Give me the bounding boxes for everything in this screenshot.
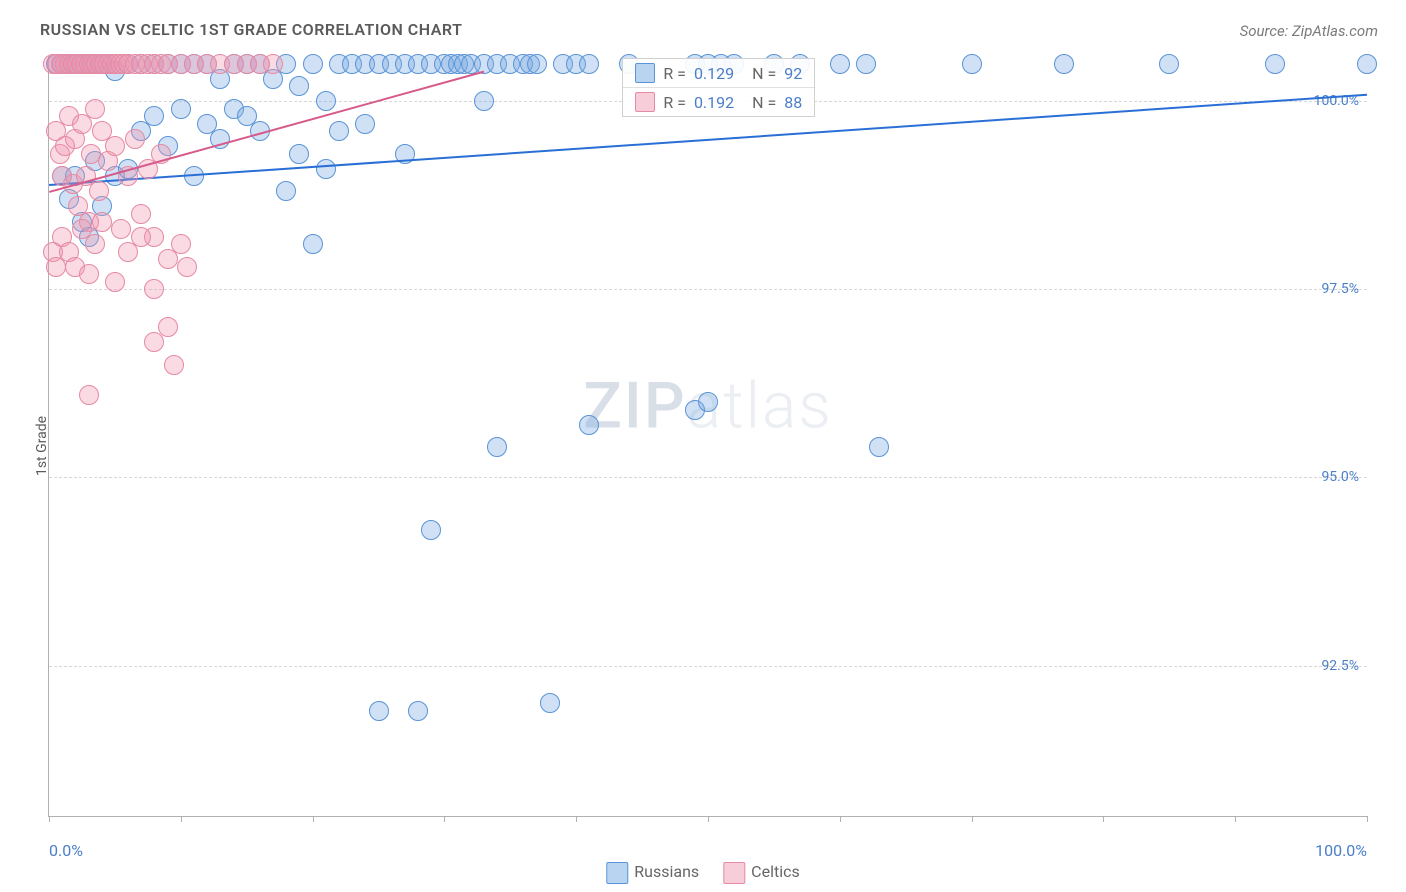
point-celtics (158, 317, 178, 337)
point-russians (869, 437, 889, 457)
point-russians (487, 437, 507, 457)
stats-n-value: 88 (784, 93, 802, 112)
point-celtics (125, 129, 145, 149)
stats-r-label: R = (663, 93, 686, 112)
point-russians (856, 54, 876, 74)
point-celtics (144, 279, 164, 299)
stats-n-label: N = (752, 93, 776, 112)
point-celtics (89, 181, 109, 201)
point-russians (355, 114, 375, 134)
gridline-h (49, 289, 1367, 290)
point-celtics (171, 234, 191, 254)
stats-swatch (635, 92, 655, 112)
point-russians (698, 392, 718, 412)
point-celtics (263, 54, 283, 74)
point-celtics (177, 257, 197, 277)
stats-r-value: 0.129 (694, 64, 734, 83)
stats-r-label: R = (663, 64, 686, 83)
point-russians (962, 54, 982, 74)
stats-r-value: 0.192 (694, 93, 734, 112)
point-celtics (111, 219, 131, 239)
stats-row-celtics: R = 0.192 N = 88 (623, 87, 814, 116)
legend-item: Russians (606, 862, 699, 884)
chart-container: RUSSIAN VS CELTIC 1ST GRADE CORRELATION … (0, 0, 1406, 892)
point-celtics (85, 234, 105, 254)
point-russians (540, 693, 560, 713)
point-russians (144, 106, 164, 126)
point-celtics (131, 227, 151, 247)
gridline-h (49, 477, 1367, 478)
point-russians (1054, 54, 1074, 74)
point-celtics (85, 99, 105, 119)
point-russians (579, 54, 599, 74)
source-label: Source: ZipAtlas.com (1240, 22, 1378, 40)
legend-bottom: Russians Celtics (606, 862, 799, 884)
point-russians (527, 54, 547, 74)
point-celtics (105, 272, 125, 292)
watermark-bold: ZIP (583, 368, 687, 443)
point-russians (303, 234, 323, 254)
point-russians (289, 144, 309, 164)
x-tick (972, 816, 973, 822)
stats-swatch (635, 63, 655, 83)
point-celtics (79, 264, 99, 284)
legend-swatch (606, 862, 628, 884)
stats-box: R = 0.129 N = 92 R = 0.192 N = 88 (622, 58, 815, 117)
legend-label: Celtics (751, 862, 800, 881)
stats-n-label: N = (752, 64, 776, 83)
point-celtics (131, 204, 151, 224)
stats-row-russians: R = 0.129 N = 92 (623, 59, 814, 87)
point-russians (289, 76, 309, 96)
x-axis-end-label: 100.0% (1315, 841, 1367, 860)
y-tick-label: 92.5% (1321, 658, 1359, 674)
point-russians (1159, 54, 1179, 74)
point-celtics (105, 136, 125, 156)
x-tick (444, 816, 445, 822)
x-tick (313, 816, 314, 822)
y-tick-label: 97.5% (1321, 281, 1359, 297)
point-russians (276, 181, 296, 201)
point-russians (316, 91, 336, 111)
y-tick-label: 95.0% (1321, 469, 1359, 485)
x-tick (576, 816, 577, 822)
point-russians (474, 91, 494, 111)
point-celtics (79, 385, 99, 405)
point-russians (1265, 54, 1285, 74)
gridline-h (49, 666, 1367, 667)
point-russians (316, 159, 336, 179)
plot-area: ZIPatlas 100.0%97.5%95.0%92.5%0.0%100.0%… (48, 56, 1367, 817)
point-russians (369, 701, 389, 721)
x-tick (181, 816, 182, 822)
x-tick (1103, 816, 1104, 822)
chart-title: RUSSIAN VS CELTIC 1ST GRADE CORRELATION … (40, 20, 462, 39)
point-russians (579, 415, 599, 435)
x-tick (1235, 816, 1236, 822)
legend-swatch (723, 862, 745, 884)
stats-n-value: 92 (784, 64, 802, 83)
x-tick (840, 816, 841, 822)
point-russians (329, 121, 349, 141)
point-russians (171, 99, 191, 119)
point-russians (830, 54, 850, 74)
point-celtics (164, 355, 184, 375)
point-russians (1357, 54, 1377, 74)
x-tick (708, 816, 709, 822)
x-axis-start-label: 0.0% (49, 841, 83, 860)
legend-item: Celtics (723, 862, 800, 884)
x-tick (49, 816, 50, 822)
legend-label: Russians (634, 862, 699, 881)
point-russians (303, 54, 323, 74)
x-tick (1367, 816, 1368, 822)
point-russians (421, 520, 441, 540)
point-celtics (92, 212, 112, 232)
point-russians (408, 701, 428, 721)
